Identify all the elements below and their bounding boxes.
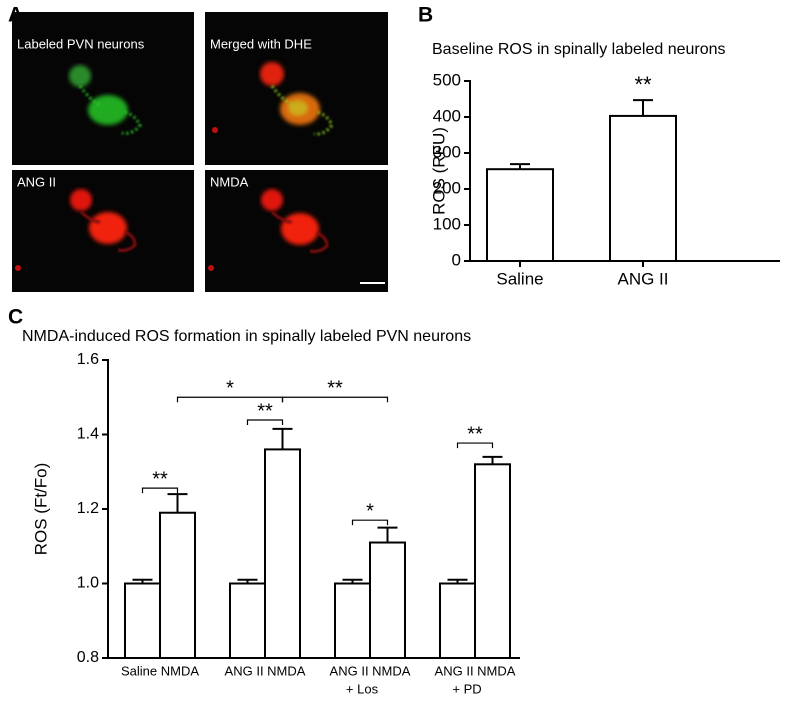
bar [264,448,301,659]
bar [609,114,677,262]
significance-bracket [456,442,494,449]
x-tick-label: ANG II NMDA [330,663,411,678]
chart-title: NMDA-induced ROS formation in spinally l… [22,328,471,345]
image-label: Labeled PVN neurons [17,36,145,51]
y-tick-label: 0 [452,250,461,269]
bar [439,582,476,659]
bar [486,168,554,262]
x-tick-label: ANG II [617,269,668,288]
micrograph [12,170,194,292]
x-tick-label: ANG II NMDA [225,663,306,678]
significance-label: ** [327,378,343,400]
significance-label: ** [467,423,483,445]
x-tick-label: Saline NMDA [121,663,199,678]
x-tick-label: Saline [496,269,543,288]
significance-bracket [246,419,284,425]
y-axis-label: ROS (Ft/Fo) [31,463,50,556]
micrograph [12,12,194,165]
y-tick-label: 1.2 [77,500,99,517]
y-tick-label: 300 [433,142,461,161]
bar [334,582,371,659]
y-tick-label: 1.4 [77,426,99,443]
x-tick-sublabel: + PD [452,681,481,696]
y-tick-label: 500 [433,70,461,89]
y-tick-label: 1.0 [77,575,99,592]
significance-bracket [141,487,179,494]
y-axis-label: ROS (RFU) [429,127,448,215]
significance-bracket [281,396,389,403]
significance-bracket [351,519,389,526]
bar [124,582,161,659]
image-label: NMDA [210,174,249,189]
y-tick-label: 100 [433,214,461,233]
y-tick-label: 200 [433,178,461,197]
x-tick-sublabel: + Los [346,681,379,696]
chart-title: Baseline ROS in spinally labeled neurons [432,41,726,58]
y-tick-label: 1.6 [77,351,99,368]
bar [159,511,196,659]
y-tick-label: 400 [433,106,461,125]
image-label: ANG II [17,174,56,189]
bar [369,541,406,660]
significance-label: ** [634,72,652,97]
significance-label: ** [257,400,273,422]
significance-label: * [366,500,374,522]
x-tick-label: ANG II NMDA [435,663,516,678]
micrograph [205,170,388,292]
y-tick-label: 0.8 [77,649,99,666]
significance-label: ** [152,468,168,490]
image-label: Merged with DHE [210,36,312,51]
panel-letter: C [8,306,23,329]
micrograph [205,12,388,165]
bar [474,463,511,659]
bar [229,582,266,659]
panel-letter: B [418,4,433,27]
significance-label: * [226,378,234,400]
